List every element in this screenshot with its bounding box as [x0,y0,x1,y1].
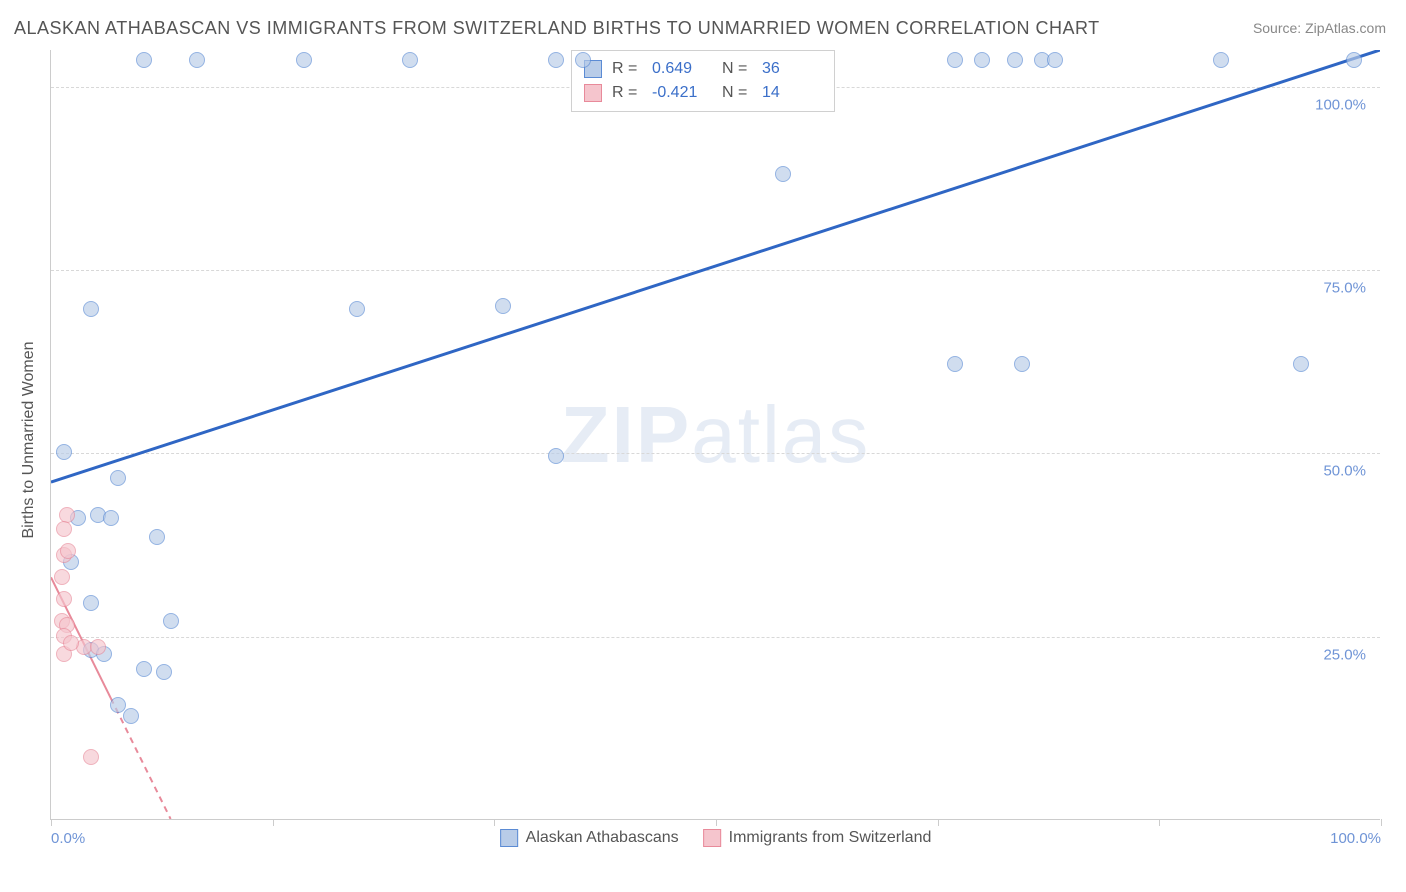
n-label: N = [722,81,752,105]
x-tick [494,819,495,826]
data-point [83,595,99,611]
data-point [1007,52,1023,68]
legend-swatch [500,829,518,847]
data-point [548,448,564,464]
data-point [402,52,418,68]
r-label: R = [612,81,642,105]
legend-item: Immigrants from Switzerland [703,829,932,847]
watermark: ZIPatlas [561,389,870,481]
data-point [83,301,99,317]
data-point [947,356,963,372]
r-label: R = [612,57,642,81]
data-point [296,52,312,68]
data-point [1293,356,1309,372]
data-point [1346,52,1362,68]
y-tick-label: 50.0% [1323,463,1366,480]
plot-area: ZIPatlas R =0.649N =36R =-0.421N =14 Ala… [50,50,1380,820]
x-tick-label: 100.0% [1330,830,1381,847]
data-point [103,510,119,526]
n-value: 14 [762,81,822,105]
data-point [775,166,791,182]
y-tick-label: 25.0% [1323,646,1366,663]
data-point [136,52,152,68]
data-point [56,444,72,460]
data-point [1213,52,1229,68]
data-point [163,613,179,629]
data-point [1047,52,1063,68]
x-tick [1159,819,1160,826]
data-point [83,749,99,765]
x-tick [938,819,939,826]
data-point [495,298,511,314]
legend-item: Alaskan Athabascans [500,829,679,847]
gridline [51,453,1380,454]
data-point [1014,356,1030,372]
series-legend: Alaskan Athabascans Immigrants from Switz… [500,829,932,847]
legend-swatch [703,829,721,847]
data-point [59,507,75,523]
data-point [123,708,139,724]
chart-title: ALASKAN ATHABASCAN VS IMMIGRANTS FROM SW… [14,18,1100,39]
x-tick [1381,819,1382,826]
legend-label: Immigrants from Switzerland [729,829,932,847]
data-point [56,521,72,537]
y-tick-label: 75.0% [1323,280,1366,297]
gridline [51,637,1380,638]
data-point [56,591,72,607]
data-point [189,52,205,68]
data-point [63,635,79,651]
y-tick-label: 100.0% [1315,96,1366,113]
data-point [60,543,76,559]
data-point [575,52,591,68]
source-attribution: Source: ZipAtlas.com [1253,20,1386,36]
legend-swatch [584,84,602,102]
data-point [54,569,70,585]
data-point [110,697,126,713]
data-point [947,52,963,68]
legend-label: Alaskan Athabascans [526,829,679,847]
r-value: -0.421 [652,81,712,105]
data-point [110,470,126,486]
r-value: 0.649 [652,57,712,81]
data-point [349,301,365,317]
data-point [156,664,172,680]
data-point [548,52,564,68]
data-point [149,529,165,545]
x-tick [51,819,52,826]
n-label: N = [722,57,752,81]
gridline [51,270,1380,271]
n-value: 36 [762,57,822,81]
x-tick [716,819,717,826]
x-tick [273,819,274,826]
x-tick-label: 0.0% [51,830,85,847]
data-point [90,639,106,655]
data-point [974,52,990,68]
legend-row: R = 0.649 N = 36 [584,57,822,81]
trend-lines [51,50,1380,819]
data-point [136,661,152,677]
legend-row: R = -0.421 N = 14 [584,81,822,105]
correlation-legend: R = 0.649 N = 36 R = -0.421 N = 14 [571,50,835,112]
y-axis-label: Births to Unmarried Women [20,341,38,538]
